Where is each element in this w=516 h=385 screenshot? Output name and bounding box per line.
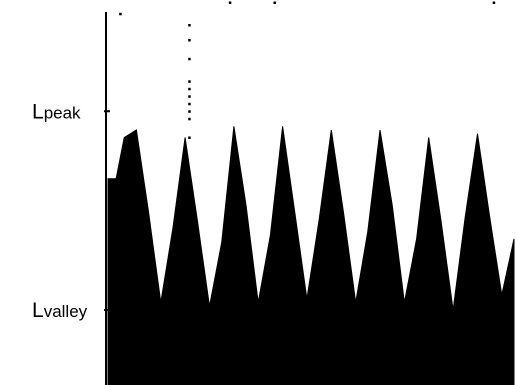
dot-point-6 <box>188 95 191 98</box>
dot-point-10 <box>188 136 191 139</box>
y-tick-label-peak: Lpeak <box>32 100 81 123</box>
y-tick-labels-layer: Lpeak Lvalley <box>32 100 88 322</box>
dots-layer <box>119 1 496 271</box>
dot-point-11 <box>188 267 191 271</box>
y-tick-label-valley: Lvalley <box>32 299 88 322</box>
dot-point-7 <box>188 102 191 106</box>
dot-point-9 <box>188 117 191 121</box>
dot-point-0 <box>119 12 122 16</box>
dot-point-8 <box>188 110 191 113</box>
dot-point-12 <box>228 1 232 4</box>
dot-point-3 <box>188 57 191 61</box>
dot-point-2 <box>188 39 191 42</box>
dot-point-4 <box>188 80 191 83</box>
dot-point-1 <box>188 24 191 27</box>
dot-point-14 <box>492 1 496 4</box>
area-series-layer <box>107 126 515 385</box>
dot-point-5 <box>188 87 191 91</box>
dot-point-13 <box>273 1 276 4</box>
y-ticks-layer <box>104 110 110 311</box>
area-series-0 <box>107 126 515 385</box>
